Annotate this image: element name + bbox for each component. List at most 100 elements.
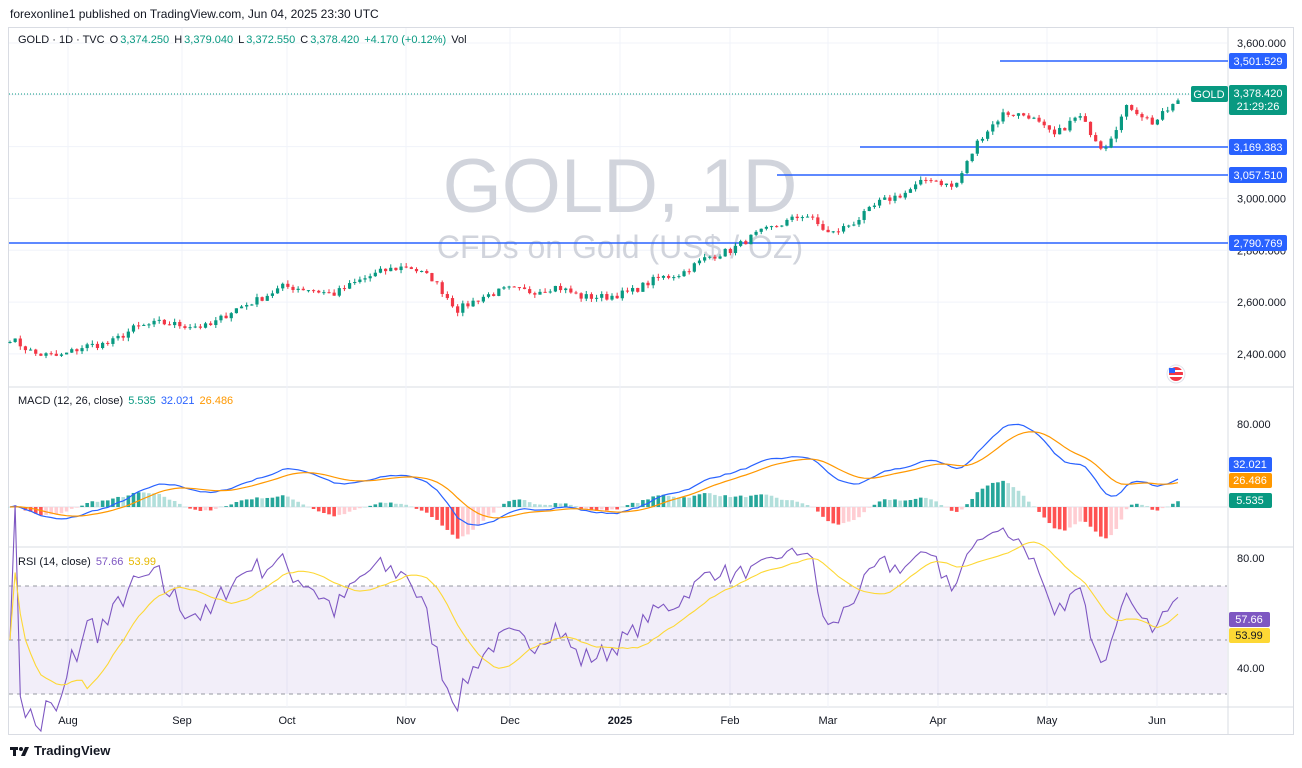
candle-body[interactable] xyxy=(1011,114,1015,116)
candle-body[interactable] xyxy=(795,216,799,219)
candle-body[interactable] xyxy=(198,326,202,328)
candle-body[interactable] xyxy=(811,216,815,218)
candle-body[interactable] xyxy=(589,294,594,299)
candle-body[interactable] xyxy=(147,324,151,326)
candle-body[interactable] xyxy=(872,205,877,207)
candle-body[interactable] xyxy=(759,228,763,232)
candle-body[interactable] xyxy=(461,303,465,313)
candle-body[interactable] xyxy=(234,308,238,314)
candle-body[interactable] xyxy=(522,287,527,290)
candle-body[interactable] xyxy=(167,324,172,326)
candle-body[interactable] xyxy=(579,293,583,299)
tradingview-footer[interactable]: TradingView xyxy=(10,743,110,758)
candle-body[interactable] xyxy=(569,288,573,293)
candle-body[interactable] xyxy=(950,183,954,187)
symbol-price-tag[interactable]: GOLD 3,378.420 21:29:26 xyxy=(1191,85,1287,115)
candle-body[interactable] xyxy=(270,293,275,296)
candle-body[interactable] xyxy=(785,219,789,226)
candle-body[interactable] xyxy=(1083,116,1087,122)
candle-body[interactable] xyxy=(456,306,460,313)
candle-body[interactable] xyxy=(888,197,892,201)
candle-body[interactable] xyxy=(131,325,136,332)
candle-body[interactable] xyxy=(538,291,542,295)
candle-body[interactable] xyxy=(8,341,12,343)
candle-body[interactable] xyxy=(399,266,403,271)
candle-body[interactable] xyxy=(162,319,166,325)
candle-body[interactable] xyxy=(955,182,959,187)
candle-body[interactable] xyxy=(466,303,470,307)
candle-body[interactable] xyxy=(826,229,830,233)
candle-body[interactable] xyxy=(692,263,696,272)
candle-body[interactable] xyxy=(1073,117,1077,121)
candle-body[interactable] xyxy=(1068,120,1072,131)
candle-body[interactable] xyxy=(512,286,516,288)
candle-body[interactable] xyxy=(543,291,547,293)
candle-body[interactable] xyxy=(1042,121,1046,126)
candle-body[interactable] xyxy=(214,320,218,326)
candle-body[interactable] xyxy=(867,206,871,212)
candle-body[interactable] xyxy=(363,278,367,280)
candle-body[interactable] xyxy=(80,348,84,352)
candle-body[interactable] xyxy=(49,353,53,355)
candle-body[interactable] xyxy=(1099,141,1103,149)
candle-body[interactable] xyxy=(203,323,208,328)
candle-body[interactable] xyxy=(805,216,810,218)
candle-body[interactable] xyxy=(986,131,990,139)
candle-body[interactable] xyxy=(229,313,233,319)
candle-body[interactable] xyxy=(239,306,244,309)
candle-body[interactable] xyxy=(1032,117,1036,119)
candle-body[interactable] xyxy=(64,352,69,355)
candle-body[interactable] xyxy=(733,245,738,254)
candle-body[interactable] xyxy=(1109,138,1113,148)
candle-body[interactable] xyxy=(636,287,640,292)
candle-body[interactable] xyxy=(713,256,717,259)
candle-body[interactable] xyxy=(255,297,259,305)
candle-body[interactable] xyxy=(1150,117,1154,125)
candle-body[interactable] xyxy=(877,199,882,206)
candle-body[interactable] xyxy=(1135,109,1139,115)
candle-body[interactable] xyxy=(1037,117,1041,122)
candle-body[interactable] xyxy=(481,296,485,302)
candle-body[interactable] xyxy=(75,349,79,352)
candle-body[interactable] xyxy=(533,293,537,295)
candle-body[interactable] xyxy=(1119,116,1124,131)
candle-body[interactable] xyxy=(342,288,347,290)
candle-body[interactable] xyxy=(667,275,671,278)
candles[interactable] xyxy=(8,98,1180,359)
candle-body[interactable] xyxy=(893,195,897,201)
candle-body[interactable] xyxy=(919,179,923,185)
candle-body[interactable] xyxy=(960,173,964,183)
candle-body[interactable] xyxy=(939,180,943,186)
candle-body[interactable] xyxy=(1145,117,1149,119)
candle-body[interactable] xyxy=(23,346,28,351)
candle-body[interactable] xyxy=(301,288,305,291)
candle-body[interactable] xyxy=(260,297,264,301)
candle-body[interactable] xyxy=(384,268,388,272)
candle-body[interactable] xyxy=(620,290,624,299)
candle-body[interactable] xyxy=(610,295,614,300)
candle-body[interactable] xyxy=(1006,112,1010,115)
candle-body[interactable] xyxy=(857,219,861,225)
candle-body[interactable] xyxy=(697,260,702,264)
candle-body[interactable] xyxy=(28,349,33,351)
rsi-pane[interactable] xyxy=(9,504,1179,733)
candle-body[interactable] xyxy=(754,231,758,235)
candle-body[interactable] xyxy=(615,295,619,299)
candle-body[interactable] xyxy=(157,319,161,321)
candle-body[interactable] xyxy=(594,297,599,299)
candle-body[interactable] xyxy=(862,211,866,220)
candle-body[interactable] xyxy=(558,285,563,291)
candle-body[interactable] xyxy=(1001,112,1005,122)
candle-body[interactable] xyxy=(450,298,455,307)
candle-body[interactable] xyxy=(39,353,43,356)
candle-body[interactable] xyxy=(821,224,825,230)
candle-body[interactable] xyxy=(440,282,444,295)
candle-body[interactable] xyxy=(311,290,316,292)
candle-body[interactable] xyxy=(749,234,753,245)
candle-body[interactable] xyxy=(651,276,655,286)
candle-body[interactable] xyxy=(682,271,686,277)
candle-body[interactable] xyxy=(193,326,197,328)
candle-body[interactable] xyxy=(486,294,491,297)
candle-body[interactable] xyxy=(142,324,146,326)
candle-body[interactable] xyxy=(1016,113,1021,116)
